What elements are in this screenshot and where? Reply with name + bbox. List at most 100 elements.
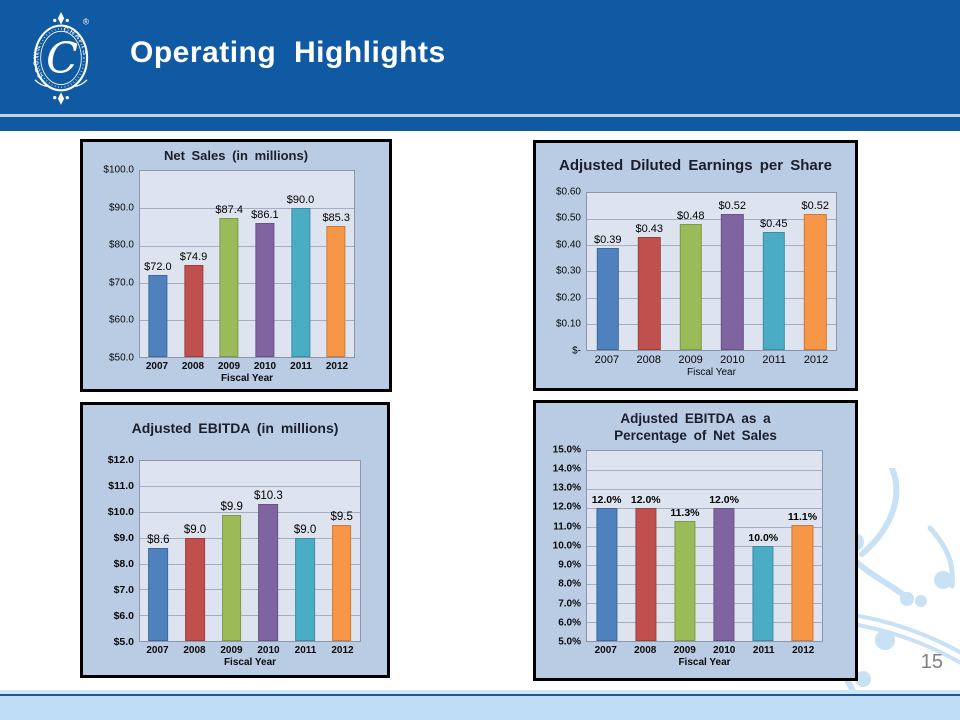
plot-area: $8.6 $9.0 $9.9 $10.3 $9.0 $9.5 [139,459,361,642]
crown-crafts-logo: C CROWN CRAFTS ® [33,12,89,105]
gridline [587,323,836,325]
plot-area: $0.39 $0.43 $0.48 $0.52 $0.45 $0.52 [586,191,837,351]
y-axis: $12.0 $11.0 $10.0 $9.0 $8.0 $7.0 $6.0 $5.0 [91,454,139,649]
bar-slot: $9.0 [287,461,324,641]
x-axis: 2007 2008 2009 2010 2011 2012 [586,642,823,656]
bar-2008 [638,237,661,350]
bar-slot: $0.52 [795,193,837,350]
bar-2012 [791,524,814,641]
logo-top-fleur [53,12,69,25]
bar-slot: $72.0 [140,171,176,357]
bar-slot: $8.6 [140,461,177,641]
y-axis-label: $6.0 [113,609,134,622]
bar-2009 [219,218,239,357]
y-axis-label: $0.10 [555,318,581,330]
bar-value-label: $9.0 [183,523,207,536]
bar-2011 [295,537,315,641]
plot-area: $72.0 $74.9 $87.4 $86.1 $90.0 $85.3 [139,170,355,358]
bar-2010 [255,222,275,357]
x-axis-label: 2010 [720,354,745,366]
gridline [587,526,822,528]
bar-value-label: $72.0 [144,261,172,274]
bar-slot: $9.9 [213,461,250,641]
bar-value-label: $0.39 [593,233,622,246]
bar-2010 [721,213,744,350]
bar-2008 [183,264,204,357]
bar-2012 [804,213,827,350]
x-axis: 2007 2008 2009 2010 2011 2012 [139,642,361,656]
y-axis-label: $0.20 [555,292,581,304]
y-axis-label: 5.0% [558,636,581,648]
bar-2007 [148,275,168,357]
x-axis-label: 2007 [594,645,617,656]
x-axis-label: 2011 [294,645,317,656]
plot-area-wrap: $100.0 $90.0 $80.0 $70.0 $60.0 $50.0 $72.0 $74.… [89,165,355,364]
x-axis-label: 2012 [325,361,349,372]
x-axis-label: 2010 [253,361,277,372]
chart-adjusted-ebitda: Adjusted EBITDA (in millions) $12.0 $11.0 $… [80,402,390,678]
gridline [140,486,360,488]
x-axis-label: 2012 [792,645,815,656]
y-axis-label: 7.0% [558,598,581,610]
x-axis-label: 2008 [634,645,657,656]
x-axis-label: 2009 [220,645,243,656]
bar-value-label: $0.48 [676,210,705,223]
bars: $72.0 $74.9 $87.4 $86.1 $90.0 $85.3 [140,171,354,357]
bar-2007 [148,548,169,641]
y-axis-label: $80.0 [108,239,134,251]
y-axis-label: 14.0% [552,463,581,475]
gridline [140,563,360,565]
gridline [140,245,354,247]
bar-slot: $0.45 [753,193,795,350]
page-title: Operating Highlights [130,36,446,69]
bar-value-label: 12.0% [709,493,739,506]
bar-slot: $87.4 [211,171,247,357]
gridline [140,208,354,210]
x-axis-label: 2007 [594,354,620,366]
chart-ebitda-pct-net-sales: Adjusted EBITDA as a Percentage of Net Sa… [533,400,858,681]
logo-monogram: C [46,34,78,83]
bar-value-label: $86.1 [251,208,279,221]
bar-2011 [752,545,774,641]
x-axis: 2007 2008 2009 2010 2011 2012 [586,351,837,366]
registered-trademark-icon: ® [83,17,89,27]
x-axis-label: 2011 [762,354,787,366]
bar-2011 [762,232,785,350]
x-axis-label: 2012 [331,645,354,656]
bar-2012 [326,225,346,357]
gridline [587,583,822,585]
bar-2009 [221,514,242,641]
chart-title: Adjusted EBITDA (in millions) [91,420,379,438]
bar-slot: $90.0 [283,171,319,357]
bar-value-label: $8.6 [147,534,170,547]
x-axis-label: 2011 [752,645,775,656]
chart-adjusted-diluted-eps: Adjusted Diluted Earnings per Share $0.60… [533,140,858,391]
gridline [587,469,822,471]
x-axis-label: 2007 [145,361,169,372]
bar-slot: 10.0% [744,451,783,641]
y-axis-label: 13.0% [552,482,581,494]
bar-value-label: $0.52 [801,199,830,212]
bar-slot: 11.3% [665,451,704,641]
chart-title-line: Adjusted Diluted Earnings per Share [559,157,832,174]
x-axis-label: 2009 [673,645,696,656]
bar-slot: 11.1% [783,451,822,641]
x-axis-label: 2011 [290,361,312,372]
y-axis-label: $90.0 [108,202,134,214]
logo-bottom-fleur [53,92,69,105]
chart-title: Adjusted Diluted Earnings per Share [544,157,847,176]
gridline [587,218,836,220]
gridline [587,564,822,566]
gridline [587,488,822,490]
bar-value-label: $0.45 [759,218,788,231]
axis-title: Fiscal Year [678,657,731,668]
bar-slot: 12.0% [626,451,665,641]
bar-slot: $0.48 [670,193,712,350]
axis-title: Fiscal Year [220,373,274,384]
y-axis-label: $50.0 [108,352,134,364]
bar-2009 [679,224,702,350]
y-axis-label: $60.0 [108,314,134,326]
gridline [140,615,360,617]
bar-value-label: $10.3 [253,490,283,503]
bar-slot: $86.1 [247,171,283,357]
